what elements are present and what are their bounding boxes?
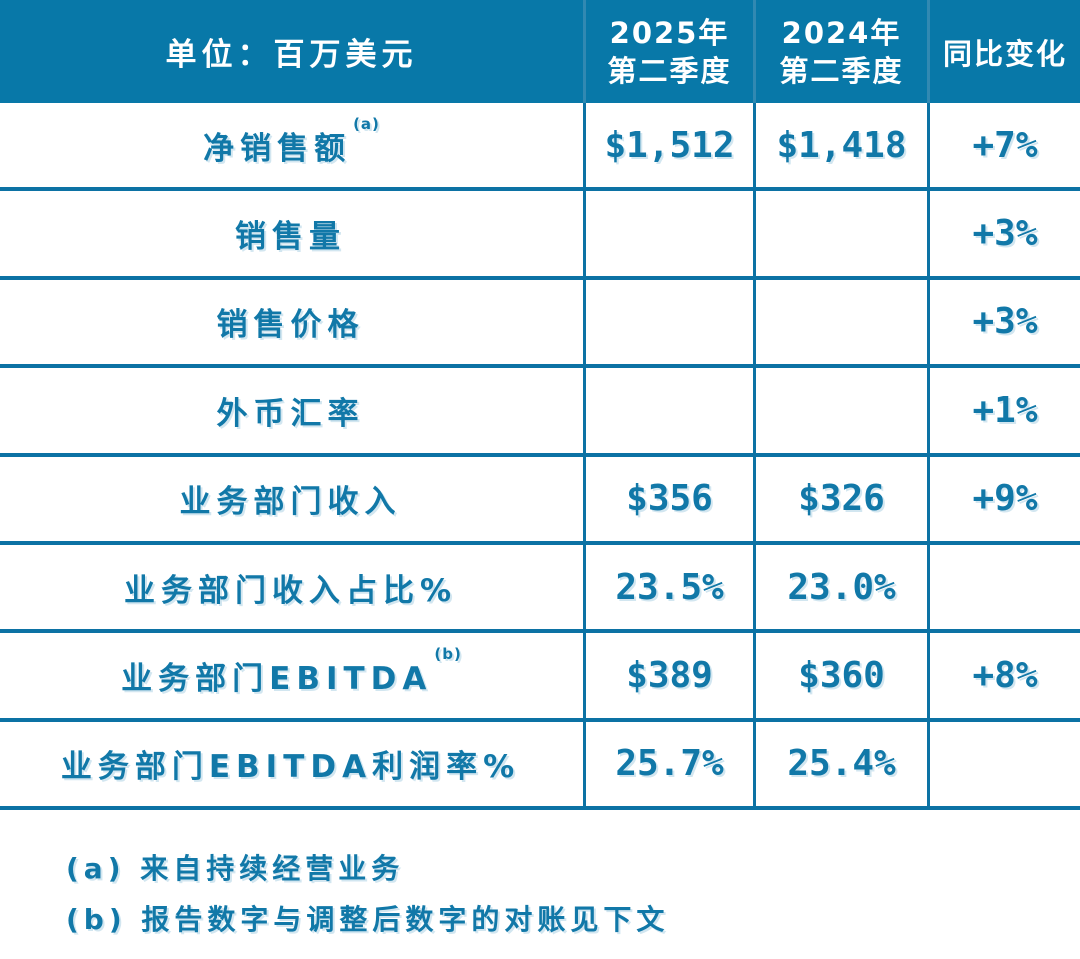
value-2024: $326 (798, 478, 885, 520)
value-2024-cell: $326 (753, 456, 927, 541)
yoy-value: +1% (972, 389, 1038, 431)
value-2025: 25.7% (615, 743, 724, 785)
row-label: 业务部门收入占比% (123, 572, 458, 609)
row-label: 业务部门EBITDA (121, 661, 433, 698)
table-row-fx-rate: 外币汇率 +1% (0, 368, 1080, 457)
footnote-ref-b: (b) (434, 645, 462, 664)
table-row-net-sales: 净销售额 (a) $1,512 $1,418 +7% (0, 103, 1080, 192)
yoy-cell: +1% (927, 368, 1080, 453)
value-2025: 23.5% (615, 566, 724, 608)
value-2024: 23.0% (787, 566, 896, 608)
value-2025-cell (583, 191, 753, 276)
value-2025-cell: $356 (583, 456, 753, 541)
value-2024-cell (753, 279, 927, 365)
yoy-cell: +9% (927, 456, 1080, 541)
value-2024: $1,418 (776, 124, 907, 166)
table-header-row: 单位：百万美元 2025年 第二季度 2024年 第二季度 同比变化 (0, 0, 1080, 103)
row-label-cell: 业务部门收入 (0, 457, 583, 541)
table-row-segment-ebitda: 业务部门EBITDA (b) $389 $360 +8% (0, 633, 1080, 722)
row-label-cell: 业务部门收入占比% (0, 545, 583, 629)
value-2025-cell: $389 (583, 633, 753, 718)
yoy-cell (927, 721, 1080, 807)
value-2024-cell: 25.4% (753, 721, 927, 807)
row-label-cell: 销售量 (0, 191, 583, 275)
footnotes: (a) 来自持续经营业务 (b) 报告数字与调整后数字的对账见下文 (66, 843, 1080, 945)
value-2025: $1,512 (604, 124, 735, 166)
header-q2-2024: 2024年 第二季度 (753, 0, 927, 103)
value-2024-cell (753, 368, 927, 453)
table-body: 净销售额 (a) $1,512 $1,418 +7% 销售量 +3% 销售价格 +… (0, 103, 1080, 811)
row-label-cell: 外币汇率 (0, 368, 583, 452)
header-q2-2024-quarter: 第二季度 (779, 53, 904, 88)
yoy-cell: +8% (927, 633, 1080, 718)
value-2025: $389 (626, 655, 713, 697)
header-q2-2025: 2025年 第二季度 (583, 0, 753, 103)
row-label-cell: 业务部门EBITDA (b) (0, 633, 583, 717)
value-2025-cell (583, 279, 753, 365)
value-2024-cell: 23.0% (753, 544, 927, 630)
table-row-sales-price: 销售价格 +3% (0, 279, 1080, 369)
row-label-cell: 销售价格 (0, 280, 583, 364)
yoy-cell: +3% (927, 191, 1080, 276)
yoy-cell: +7% (927, 103, 1080, 188)
row-label: 销售价格 (216, 307, 365, 344)
value-2024-cell: $1,418 (753, 103, 927, 188)
value-2024-cell: $360 (753, 633, 927, 718)
row-label: 外币汇率 (216, 395, 365, 432)
value-2024: 25.4% (787, 743, 896, 785)
row-label-cell: 净销售额 (a) (0, 103, 583, 187)
table-row-segment-income: 业务部门收入 $356 $326 +9% (0, 456, 1080, 545)
footnote-a: (a) 来自持续经营业务 (66, 852, 405, 886)
value-2024-cell (753, 191, 927, 276)
value-2025-cell: 25.7% (583, 721, 753, 807)
header-q2-2025-quarter: 第二季度 (607, 53, 732, 88)
yoy-cell (927, 544, 1080, 630)
row-label: 业务部门EBITDA利润率% (60, 749, 521, 786)
yoy-value: +9% (972, 478, 1038, 520)
value-2024: $360 (798, 655, 885, 697)
yoy-cell: +3% (927, 279, 1080, 365)
header-yoy-change: 同比变化 (927, 0, 1080, 103)
header-q2-2025-year: 2025年 (609, 15, 730, 50)
value-2025-cell: 23.5% (583, 544, 753, 630)
yoy-value: +8% (972, 655, 1038, 697)
table-row-segment-ebitda-margin: 业务部门EBITDA利润率% 25.7% 25.4% (0, 721, 1080, 811)
row-label-cell: 业务部门EBITDA利润率% (0, 722, 583, 806)
header-q2-2024-year: 2024年 (781, 15, 902, 50)
value-2025-cell (583, 368, 753, 453)
yoy-value: +7% (972, 124, 1038, 166)
yoy-value: +3% (972, 213, 1038, 255)
row-label: 销售量 (235, 219, 346, 256)
yoy-value: +3% (972, 301, 1038, 343)
value-2025-cell: $1,512 (583, 103, 753, 188)
footnote-b: (b) 报告数字与调整后数字的对账见下文 (66, 903, 670, 937)
table-row-segment-income-margin: 业务部门收入占比% 23.5% 23.0% (0, 544, 1080, 634)
value-2025: $356 (626, 478, 713, 520)
header-unit-label: 单位：百万美元 (165, 37, 418, 73)
footnote-ref-a: (a) (353, 115, 380, 133)
row-label: 净销售额 (203, 130, 352, 167)
table-row-sales-volume: 销售量 +3% (0, 191, 1080, 280)
row-label: 业务部门收入 (179, 484, 402, 521)
